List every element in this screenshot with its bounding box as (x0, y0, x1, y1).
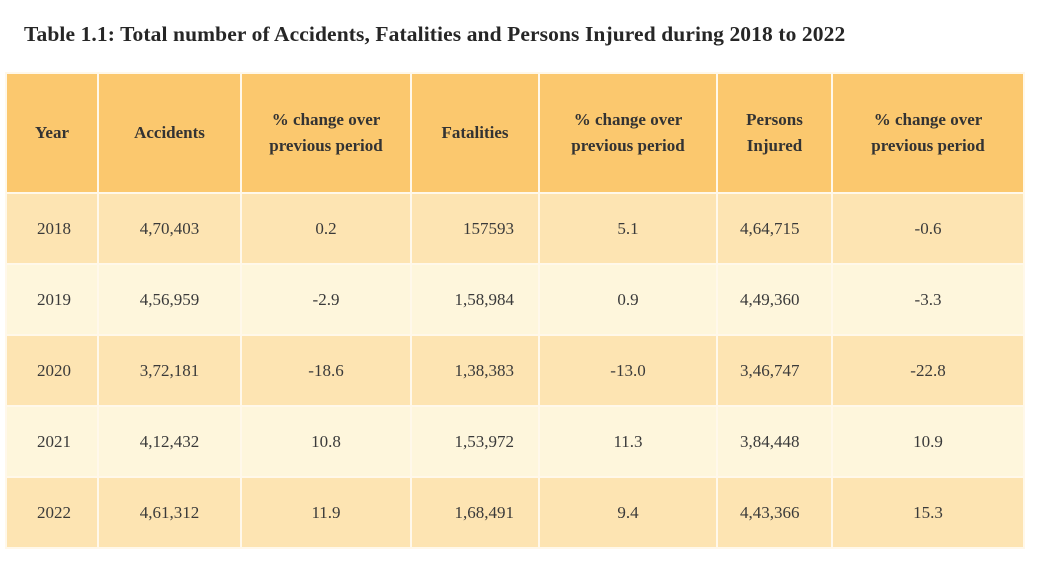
cell-year: 2021 (5, 405, 99, 478)
header-injured-change-line1: % change over (873, 110, 983, 129)
cell-injured-change: -0.6 (831, 192, 1025, 265)
cell-accidents-change: 10.8 (240, 405, 412, 478)
cell-fatalities: 1,58,984 (410, 263, 540, 336)
cell-fatalities-change: -13.0 (538, 334, 718, 407)
header-accidents-change-line1: % change over (271, 110, 381, 129)
cell-fatalities-change: 0.9 (538, 263, 718, 336)
header-accidents-change: % change over previous period (240, 72, 412, 194)
header-injured-change-line2: previous period (871, 136, 985, 155)
cell-fatalities-change: 5.1 (538, 192, 718, 265)
cell-injured: 4,64,715 (716, 192, 833, 265)
header-persons-injured: Persons Injured (716, 72, 833, 194)
cell-fatalities: 1,68,491 (410, 476, 540, 549)
cell-fatalities: 1,38,383 (410, 334, 540, 407)
table-caption: Table 1.1: Total number of Accidents, Fa… (24, 22, 846, 46)
cell-injured: 3,46,747 (716, 334, 833, 407)
cell-year: 2020 (5, 334, 99, 407)
cell-fatalities: 157593 (410, 192, 540, 265)
accidents-table: Year Accidents % change over previous pe… (5, 72, 1025, 549)
header-persons-injured-line2: Injured (746, 136, 803, 155)
cell-injured-change: -3.3 (831, 263, 1025, 336)
cell-accidents-change: -2.9 (240, 263, 412, 336)
header-injured-change: % change over previous period (831, 72, 1025, 194)
cell-accidents: 4,56,959 (97, 263, 242, 336)
table-row: 2019 4,56,959 -2.9 1,58,984 0.9 4,49,360… (5, 263, 1025, 336)
table-row: 2020 3,72,181 -18.6 1,38,383 -13.0 3,46,… (5, 334, 1025, 407)
cell-injured-change: 15.3 (831, 476, 1025, 549)
cell-accidents: 4,70,403 (97, 192, 242, 265)
cell-accidents: 3,72,181 (97, 334, 242, 407)
cell-injured: 4,43,366 (716, 476, 833, 549)
table-row: 2022 4,61,312 11.9 1,68,491 9.4 4,43,366… (5, 476, 1025, 549)
header-accidents: Accidents (97, 72, 242, 194)
header-fatalities-change-line2: previous period (571, 136, 685, 155)
cell-accidents-change: -18.6 (240, 334, 412, 407)
cell-year: 2019 (5, 263, 99, 336)
cell-accidents-change: 11.9 (240, 476, 412, 549)
header-fatalities-change: % change over previous period (538, 72, 718, 194)
table-header-row: Year Accidents % change over previous pe… (5, 72, 1025, 194)
header-fatalities-change-line1: % change over (573, 110, 683, 129)
cell-injured: 4,49,360 (716, 263, 833, 336)
header-year: Year (5, 72, 99, 194)
cell-fatalities-change: 9.4 (538, 476, 718, 549)
header-accidents-change-line2: previous period (269, 136, 383, 155)
table-row: 2018 4,70,403 0.2 157593 5.1 4,64,715 -0… (5, 192, 1025, 265)
cell-injured-change: -22.8 (831, 334, 1025, 407)
table-row: 2021 4,12,432 10.8 1,53,972 11.3 3,84,44… (5, 405, 1025, 478)
header-fatalities: Fatalities (410, 72, 540, 194)
cell-fatalities: 1,53,972 (410, 405, 540, 478)
cell-accidents-change: 0.2 (240, 192, 412, 265)
header-persons-injured-line1: Persons (746, 110, 803, 129)
cell-injured-change: 10.9 (831, 405, 1025, 478)
cell-fatalities-change: 11.3 (538, 405, 718, 478)
cell-injured: 3,84,448 (716, 405, 833, 478)
cell-year: 2018 (5, 192, 99, 265)
cell-accidents: 4,61,312 (97, 476, 242, 549)
cell-year: 2022 (5, 476, 99, 549)
cell-accidents: 4,12,432 (97, 405, 242, 478)
